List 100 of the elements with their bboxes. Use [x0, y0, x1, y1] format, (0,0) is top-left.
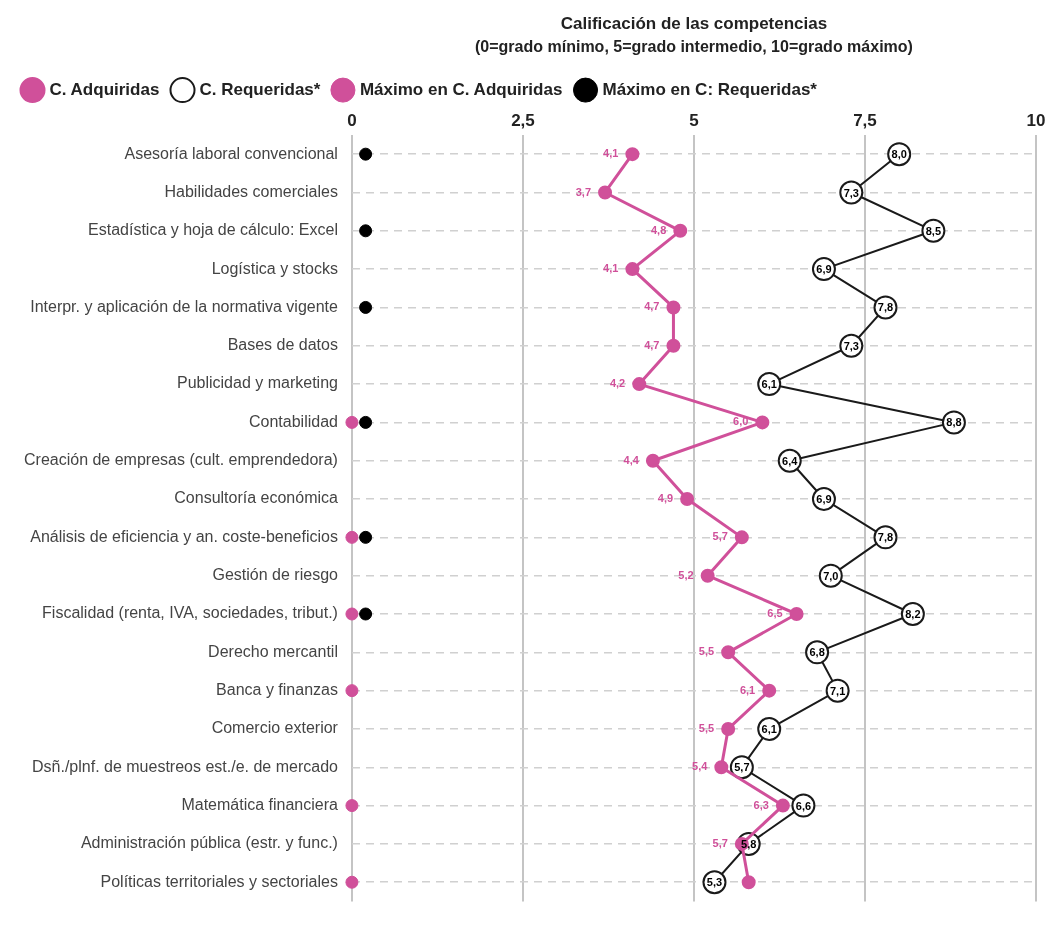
data-label: 4,9: [657, 492, 674, 505]
point: [345, 530, 359, 544]
data-label: 6,1: [739, 683, 756, 696]
data-label: 8,8: [946, 416, 962, 429]
point: [359, 224, 373, 238]
data-label: 7,1: [829, 684, 846, 697]
point: [700, 568, 715, 583]
y-tick-label: Banca y finanzas: [216, 681, 338, 699]
data-label: 4,1: [603, 147, 619, 160]
point: [645, 453, 660, 468]
legend-label: C. Adquiridas: [49, 79, 160, 99]
data-label: 7,8: [877, 531, 894, 544]
chart-title: Calificación de las competencias: [560, 13, 828, 33]
y-tick-label: Asesoría laboral convencional: [124, 144, 338, 162]
point: [741, 875, 756, 890]
data-label: 6,3: [753, 798, 769, 811]
y-tick-label: Contabilidad: [248, 412, 338, 430]
y-tick-label: Matemática financiera: [181, 796, 339, 814]
point: [359, 300, 373, 314]
point: [673, 223, 688, 238]
legend-label: C. Requeridas*: [199, 79, 321, 99]
point: [345, 799, 359, 813]
data-label: 8,2: [905, 608, 921, 621]
x-tick-label: 2,5: [511, 111, 535, 131]
point: [789, 607, 804, 621]
point: [721, 645, 736, 660]
data-label: 7,0: [823, 569, 839, 582]
y-tick-label: Derecho mercantil: [208, 642, 338, 660]
point: [755, 415, 770, 430]
point: [345, 607, 359, 621]
data-label: 5,7: [712, 530, 728, 543]
y-tick-label: Creación de empresas (cult. emprendedora): [23, 451, 338, 469]
point: [345, 415, 359, 429]
data-label: 7,3: [843, 186, 859, 199]
point: [359, 530, 373, 544]
data-label: 5,7: [734, 761, 750, 774]
x-tick-label: 10: [1026, 111, 1046, 131]
data-label: 4,1: [603, 262, 619, 275]
y-tick-label: Estadística y hoja de cálculo: Excel: [88, 221, 338, 239]
data-label: 8,5: [925, 224, 942, 237]
data-label: 4,4: [623, 453, 640, 466]
point: [598, 185, 613, 200]
y-tick-label: Análisis de eficiencia y an. coste-beneficios: [30, 527, 338, 545]
y-tick-label: Bases de datos: [227, 336, 338, 354]
point: [359, 607, 373, 621]
point: [359, 415, 373, 429]
data-label: 5,5: [698, 645, 715, 658]
y-tick-label: Interpr. y aplicación de la normativa vigente: [30, 297, 339, 315]
data-label: 6,8: [809, 646, 825, 659]
y-tick-label: Administración pública (estr. y func.): [80, 834, 338, 852]
point: [632, 377, 647, 392]
data-label: 4,7: [644, 300, 660, 313]
data-label: 6,1: [761, 378, 777, 391]
data-label: 8,0: [891, 148, 907, 161]
data-label: 5,5: [698, 721, 715, 734]
data-label: 5,4: [692, 760, 709, 773]
legend-label: Máximo en C. Adquiridas: [359, 79, 563, 99]
data-label: 4,7: [644, 338, 660, 351]
point: [625, 147, 640, 162]
y-tick-label: Consultoría económica: [174, 489, 339, 507]
data-label: 4,8: [650, 223, 667, 236]
point: [721, 721, 736, 736]
y-tick-label: Fiscalidad (renta, IVA, sociedades, tribut.): [42, 604, 338, 622]
point: [359, 147, 373, 161]
data-label: 3,7: [575, 185, 592, 198]
x-tick-label: 7,5: [853, 111, 877, 131]
point: [345, 684, 359, 698]
x-tick-label: 5: [689, 111, 699, 131]
data-label: 4,2: [609, 377, 626, 390]
point: [625, 262, 640, 277]
data-label: 6,9: [816, 493, 832, 506]
data-label: 5,8: [741, 837, 757, 850]
data-label: 6,5: [767, 607, 783, 620]
data-label: 6,9: [816, 263, 832, 276]
data-label: 6,1: [761, 722, 777, 735]
point: [734, 530, 749, 545]
y-tick-label: Habilidades comerciales: [164, 182, 338, 200]
y-tick-label: Gestión de riesgo: [212, 566, 339, 584]
point: [775, 798, 790, 813]
x-tick-label: 0: [347, 111, 357, 131]
point: [666, 300, 681, 315]
point: [714, 760, 729, 775]
data-label: 5,7: [712, 836, 728, 849]
point: [680, 492, 695, 507]
y-tick-label: Políticas territoriales y sectoriales: [100, 872, 338, 890]
chart-subtitle: (0=grado mínimo, 5=grado intermedio, 10=grado máximo): [475, 38, 913, 56]
data-label: 7,3: [843, 339, 859, 352]
point: [345, 875, 359, 889]
y-tick-label: Publicidad y marketing: [176, 374, 338, 392]
y-tick-label: Comercio exterior: [211, 719, 339, 737]
data-label: 5,3: [706, 876, 723, 889]
legend-label: Máximo en C: Requeridas*: [602, 79, 818, 99]
point: [762, 683, 777, 698]
y-tick-label: Logística y stocks: [211, 259, 338, 277]
y-tick-label: Dsñ./plnf. de muestreos est./e. de mercado: [31, 757, 339, 775]
data-label: 7,8: [877, 301, 894, 314]
point: [666, 338, 681, 353]
data-label: 5,2: [678, 568, 694, 581]
data-label: 6,4: [782, 454, 799, 467]
data-label: 6,6: [795, 799, 812, 812]
